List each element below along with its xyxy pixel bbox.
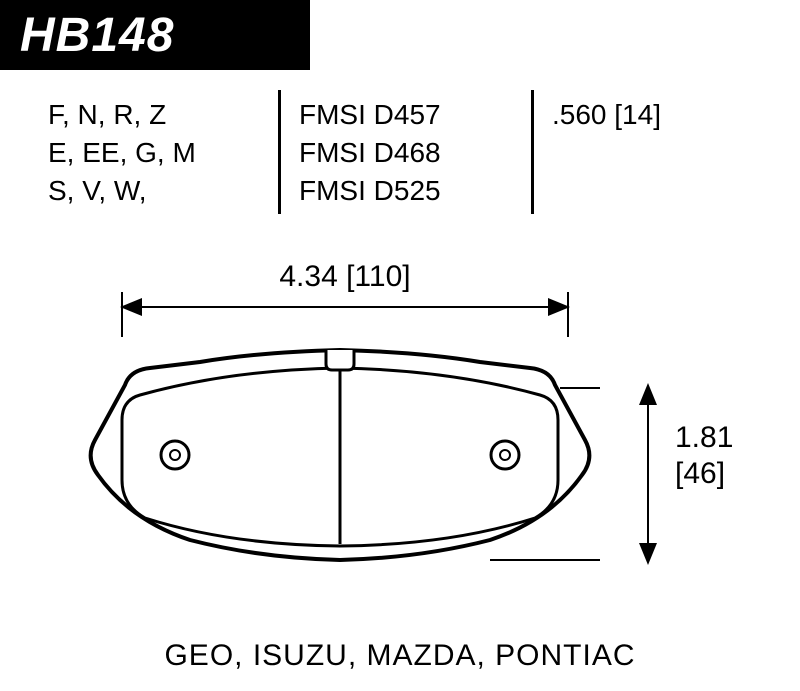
compound-line-2: E, EE, G, M (48, 134, 278, 172)
fmsi-1: FMSI D457 (299, 96, 531, 134)
header-bar: HB148 (0, 0, 310, 70)
compound-line-3: S, V, W, (48, 172, 278, 210)
width-dimension: 4.34 [110] (120, 260, 570, 310)
fmsi-2: FMSI D468 (299, 134, 531, 172)
info-row: F, N, R, Z E, EE, G, M S, V, W, FMSI D45… (48, 90, 770, 220)
fmsi-column: FMSI D457 FMSI D468 FMSI D525 (281, 90, 531, 220)
height-inches: 1.81 (675, 420, 733, 456)
height-dimension: 1.81 [46] (630, 340, 780, 570)
part-number: HB148 (20, 8, 174, 63)
fmsi-3: FMSI D525 (299, 172, 531, 210)
thickness-value: .560 [14] (552, 96, 770, 134)
height-mm: [46] (675, 456, 733, 492)
width-arrow (120, 282, 570, 342)
vehicle-makes: GEO, ISUZU, MAZDA, PONTIAC (0, 639, 800, 673)
brake-pad-diagram (80, 340, 600, 570)
compound-codes-column: F, N, R, Z E, EE, G, M S, V, W, (48, 90, 278, 220)
compound-line-1: F, N, R, Z (48, 96, 278, 134)
height-value: 1.81 [46] (675, 420, 733, 492)
thickness-column: .560 [14] (534, 90, 770, 220)
